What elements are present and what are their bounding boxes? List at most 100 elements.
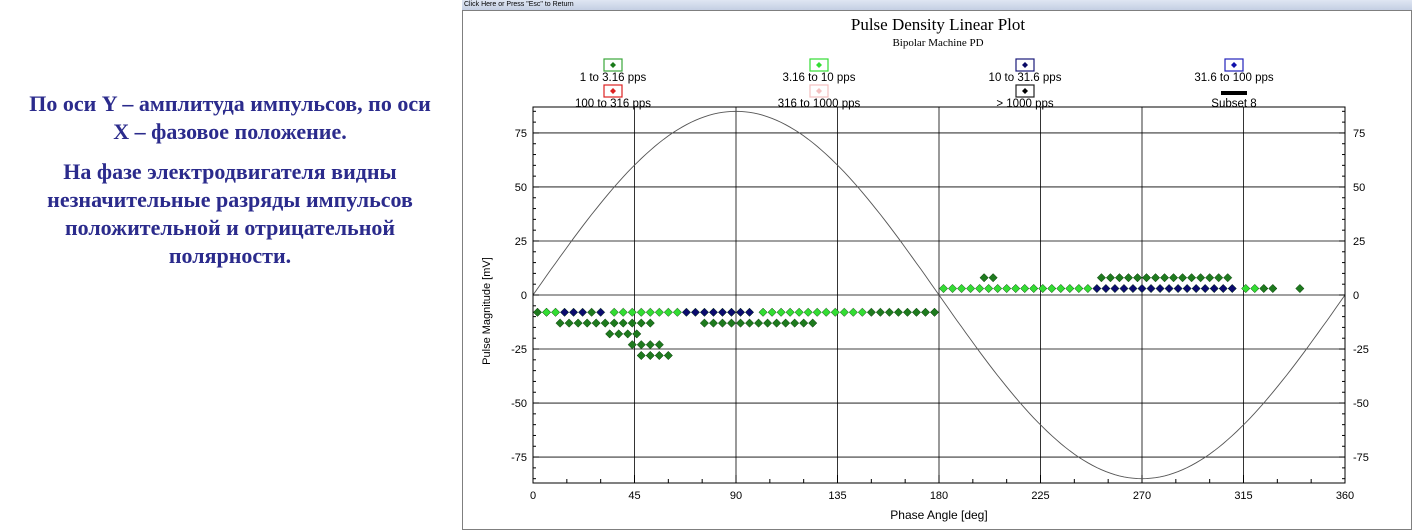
data-point (893, 307, 903, 317)
series-group (532, 273, 1305, 361)
y-tick-label-right: -50 (1353, 398, 1369, 410)
data-point (541, 307, 552, 317)
data-point (1191, 283, 1201, 294)
data-point (812, 307, 822, 317)
data-point (618, 307, 628, 317)
data-point (587, 307, 597, 317)
data-point (1132, 273, 1143, 283)
data-point (636, 318, 646, 328)
data-point (821, 307, 831, 317)
caption-paragraph-axes: По оси Y – амплитуда импульсов, по оси X… (29, 91, 431, 144)
data-point (1056, 283, 1066, 294)
data-point (564, 318, 574, 328)
data-point (866, 307, 876, 317)
x-tick-label: 45 (628, 490, 640, 502)
y-tick-label-right: 0 (1353, 290, 1359, 302)
data-point (902, 307, 912, 317)
legend-label: 31.6 to 100 pps (1194, 72, 1274, 84)
data-points (532, 273, 1305, 361)
data-point (1047, 283, 1057, 294)
data-point (984, 283, 994, 294)
data-point (1173, 283, 1183, 294)
data-point (578, 307, 588, 317)
legend-item: 1 to 3.16 pps (580, 58, 646, 84)
data-point (1074, 283, 1084, 294)
data-point (627, 340, 637, 350)
data-point (1259, 283, 1269, 294)
legend-swatch-diamond (610, 62, 616, 68)
data-point (573, 318, 583, 328)
data-point (1223, 273, 1233, 283)
legend-swatch-diamond (1022, 62, 1028, 68)
data-point (803, 307, 813, 317)
legend-swatch-diamond (610, 88, 616, 94)
data-point (1295, 283, 1305, 294)
data-point (654, 340, 664, 350)
data-point (1096, 273, 1106, 283)
data-point (623, 329, 633, 339)
data-point (920, 307, 931, 317)
data-point (1150, 273, 1161, 283)
data-point (744, 307, 755, 317)
data-point (781, 318, 791, 328)
data-point (699, 307, 709, 317)
data-point (1218, 283, 1228, 294)
data-point (785, 307, 795, 317)
data-point (708, 307, 718, 317)
data-point (726, 307, 737, 317)
data-point (1155, 283, 1165, 294)
data-point (1105, 273, 1115, 283)
data-point (717, 318, 728, 328)
data-point (735, 307, 746, 317)
data-point (1110, 283, 1120, 294)
series-group (541, 283, 1260, 317)
y-tick-label-right: 50 (1353, 182, 1365, 194)
data-point (1214, 273, 1224, 283)
data-point (1182, 283, 1192, 294)
y-tick-label-left: 0 (521, 290, 527, 302)
data-point (911, 307, 921, 317)
data-point (663, 350, 673, 361)
data-point (654, 307, 664, 317)
data-point (988, 273, 998, 283)
data-point (1123, 273, 1134, 283)
data-point (645, 340, 655, 350)
x-tick-label: 0 (530, 490, 536, 502)
data-point (794, 307, 804, 317)
data-point (627, 318, 637, 328)
data-point (645, 318, 655, 328)
legend-label: > 1000 pps (996, 98, 1053, 110)
data-point (979, 273, 989, 283)
x-tick-label: 270 (1133, 490, 1151, 502)
data-point (1209, 283, 1219, 294)
return-titlebar-label: Click Here or Press "Esc" to Return (464, 1, 574, 8)
data-point (1178, 273, 1188, 283)
data-point (1020, 283, 1030, 294)
data-point (614, 329, 624, 339)
data-point (717, 307, 728, 317)
data-point (839, 307, 849, 317)
y-tick-label-right: 75 (1353, 128, 1365, 140)
plot-window: Click Here or Press "Esc" to Return Puls… (462, 0, 1412, 532)
data-point (744, 318, 755, 328)
data-point (1101, 283, 1111, 294)
data-point (1169, 273, 1179, 283)
data-point (591, 318, 601, 328)
data-point (699, 318, 709, 328)
legend-swatch-diamond (1022, 88, 1028, 94)
chart-title: Pulse Density Linear Plot (851, 15, 1026, 34)
data-point (645, 307, 655, 317)
data-point (808, 318, 818, 328)
data-point (605, 329, 615, 339)
data-point (582, 318, 592, 328)
data-point (754, 318, 764, 328)
slide-caption: По оси Y – амплитуда импульсов, по оси X… (20, 90, 440, 282)
y-tick-label-left: 25 (515, 236, 527, 248)
y-tick-label-right: 25 (1353, 236, 1365, 248)
data-point (560, 307, 570, 317)
data-point (1038, 283, 1048, 294)
y-tick-label-left: 50 (515, 182, 527, 194)
legend-label: 3.16 to 10 pps (783, 72, 856, 84)
data-point (929, 307, 940, 317)
data-point (776, 307, 786, 317)
